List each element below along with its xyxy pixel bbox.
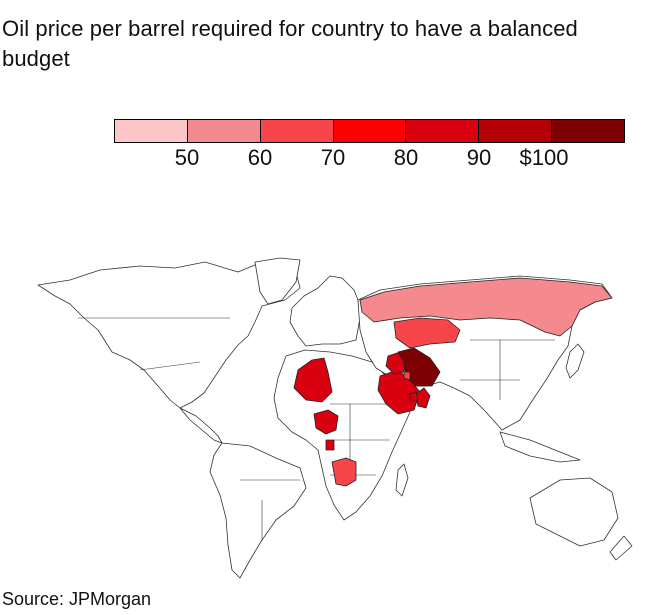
north-america-landmass [37,261,301,409]
source-note: Source: JPMorgan [2,589,152,609]
legend-labels: 50 60 70 80 90 $100 [114,145,625,173]
south-america-landmass [209,442,307,579]
country-russia[interactable] [359,277,613,337]
legend-label-90: 90 [466,145,492,170]
legend-swatch-1 [115,120,188,142]
country-saudi-arabia[interactable] [377,369,421,415]
legend-label-80: 80 [393,145,419,170]
color-legend [114,119,625,143]
legend-label-50: 50 [174,145,200,170]
legend-swatch-5 [406,120,480,142]
chart-title: Oil price per barrel required for countr… [2,16,578,71]
country-uae[interactable] [409,391,419,401]
country-kazakhstan[interactable] [393,317,461,349]
country-angola[interactable] [331,457,357,487]
madagascar-landmass [395,463,409,497]
australia-landmass [529,477,619,547]
country-oman[interactable] [415,387,431,409]
central-america-landmass [179,407,223,444]
country-nigeria[interactable] [313,409,339,435]
europe-landmass [289,275,361,347]
country-gabon[interactable] [325,439,335,451]
japan-landmass [565,343,585,379]
new-zealand-landmass [609,535,633,561]
country-algeria[interactable] [293,357,333,403]
legend-swatch-3 [260,120,334,142]
country-kuwait[interactable] [403,371,411,381]
legend-swatch-7 [552,120,625,142]
legend-swatch-4 [333,120,407,142]
legend-label-100: $100 [519,145,569,170]
greenland-landmass [254,257,301,305]
indonesia-landmass [499,431,581,463]
choropleth-layer [293,277,613,487]
legend-label-70: 70 [320,145,346,170]
legend-label-60: 60 [247,145,273,170]
legend-swatch-2 [187,120,261,142]
world-map [37,257,633,579]
legend-swatch-6 [479,120,553,142]
